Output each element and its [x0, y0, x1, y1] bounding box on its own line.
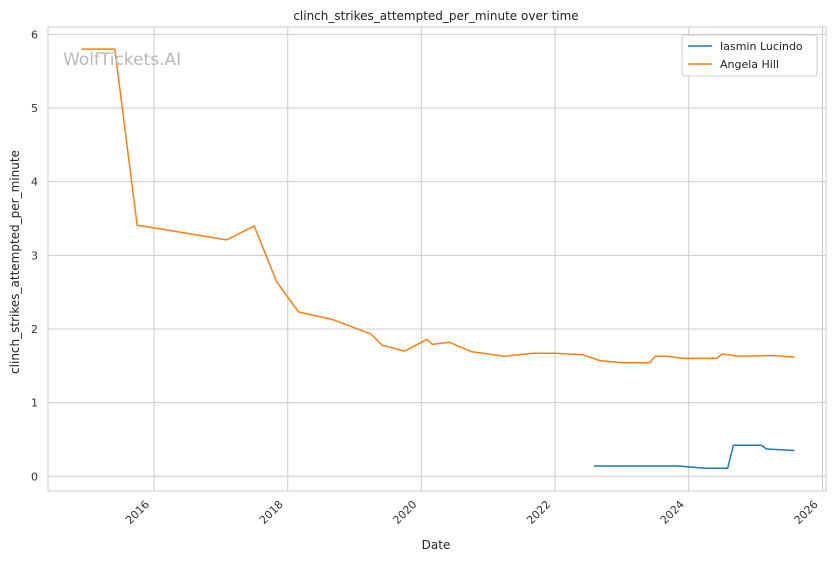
legend-label-iasmin-lucindo: Iasmin Lucindo: [720, 40, 803, 53]
x-axis-ticks: 2016 2018 2020 2022 2024 2026: [123, 498, 821, 527]
x-tick-label: 2018: [257, 498, 286, 527]
y-axis-title: clinch_strikes_attempted_per_minute: [8, 150, 22, 374]
legend-box: [681, 34, 818, 77]
x-tick-label: 2024: [658, 498, 687, 527]
x-tick-label: 2022: [524, 498, 553, 527]
y-tick-label: 1: [31, 397, 38, 410]
y-tick-label: 3: [31, 249, 38, 262]
series-lines: [81, 48, 795, 469]
x-tick-label: 2016: [123, 498, 152, 527]
series-line-angela-hill: [81, 48, 795, 364]
plot-area-frame: [47, 26, 827, 492]
x-tick-label: 2026: [792, 498, 821, 527]
y-tick-label: 2: [31, 323, 38, 336]
x-axis-title: Date: [422, 538, 451, 552]
y-tick-label: 4: [31, 176, 38, 189]
chart-title: clinch_strikes_attempted_per_minute over…: [293, 9, 578, 23]
y-tick-label: 0: [31, 470, 38, 483]
y-axis-ticks: 0 1 2 3 4 5 6: [31, 28, 38, 483]
watermark-text: WolfTickets.AI: [63, 50, 181, 70]
legend-label-angela-hill: Angela Hill: [720, 58, 779, 71]
legend: Iasmin Lucindo Angela Hill: [681, 34, 818, 77]
grid: [48, 27, 826, 491]
y-tick-label: 5: [31, 102, 38, 115]
y-tick-label: 6: [31, 28, 38, 41]
x-tick-label: 2020: [390, 498, 419, 527]
series-line-iasmin-lucindo: [593, 444, 795, 469]
